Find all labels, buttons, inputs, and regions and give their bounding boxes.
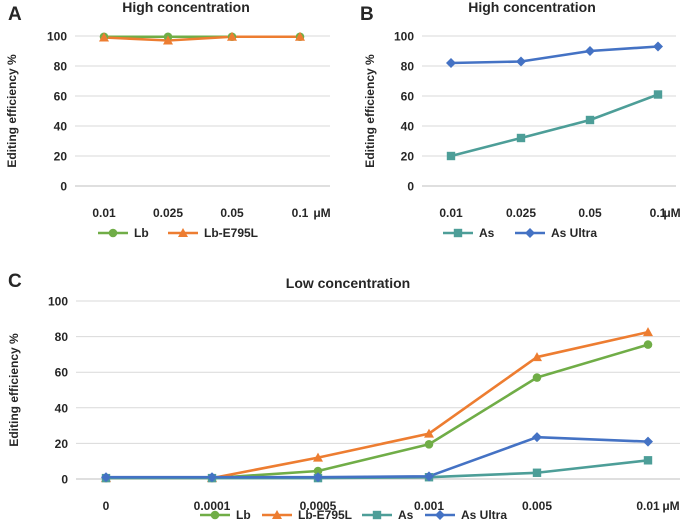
y-tick-label: 60: [401, 90, 415, 104]
y-tick-label: 80: [54, 60, 68, 74]
panel-letter: C: [8, 271, 22, 292]
panel-letter: A: [8, 4, 22, 25]
series-line-as-ultra: [450, 45, 659, 65]
x-tick-label: 0.01: [439, 206, 463, 220]
data-point: [643, 436, 653, 447]
panel-letter: B: [360, 4, 374, 25]
x-tick-label: 0: [103, 499, 110, 513]
y-tick-label: 0: [60, 180, 67, 194]
x-tick-label: 0.01: [636, 499, 660, 513]
x-tick-label: 0.1: [650, 206, 667, 220]
legend-marker: [272, 510, 282, 519]
legend-label: As: [479, 226, 495, 240]
y-tick-label: 0: [407, 180, 414, 194]
legend-label: As: [398, 508, 414, 522]
x-unit-label: μM: [662, 499, 679, 513]
data-point: [653, 41, 663, 52]
y-tick-label: 80: [55, 330, 69, 344]
data-point: [516, 56, 526, 67]
data-point: [585, 115, 595, 125]
x-tick-label: 0.05: [578, 206, 602, 220]
data-point: [643, 456, 653, 465]
data-point: [163, 35, 173, 45]
x-tick-label: 0.025: [153, 206, 183, 220]
data-point: [532, 432, 542, 443]
x-tick-label: 0.005: [522, 499, 552, 513]
y-tick-label: 0: [61, 473, 68, 487]
y-tick-label: 40: [54, 120, 68, 134]
data-point: [101, 472, 111, 483]
data-point: [424, 428, 434, 438]
legend-label: As Ultra: [551, 226, 597, 240]
y-tick-label: 60: [55, 366, 69, 380]
legend-label: Lb: [134, 226, 149, 240]
x-tick-label: 0.025: [506, 206, 536, 220]
legend-label: As Ultra: [461, 508, 507, 522]
series-line-as-ultra: [106, 435, 649, 479]
data-point: [532, 468, 542, 477]
data-point: [532, 373, 542, 382]
data-point: [99, 32, 109, 42]
y-axis-label: Editing efficiency %: [7, 333, 21, 447]
data-point: [446, 151, 456, 161]
data-point: [643, 327, 653, 337]
data-point: [227, 31, 237, 41]
x-tick-label: 0.01: [92, 206, 116, 220]
panel-a: A High concentration 0 20 40 60 80 100 0.01 0.025…: [5, 0, 331, 240]
legend-marker: [178, 228, 188, 237]
y-tick-label: 80: [401, 60, 415, 74]
data-point: [516, 133, 526, 143]
panel-b: B High concentration 0 20 40 60 80 100 0.01 0.025…: [360, 0, 681, 240]
y-axis-label: Editing efficiency %: [363, 54, 377, 168]
legend-marker: [525, 228, 535, 238]
chart-title: Low concentration: [286, 275, 410, 291]
legend-marker: [108, 228, 118, 238]
y-tick-label: 20: [401, 150, 415, 164]
data-point: [532, 352, 542, 362]
data-point: [446, 58, 456, 68]
data-point: [313, 472, 323, 483]
legend-marker: [372, 510, 382, 520]
x-tick-label: 0.1: [292, 206, 309, 220]
panel-c: C Low concentration 0 20 40 60 80 100 0 0.0001 0.0…: [7, 271, 680, 522]
y-tick-label: 100: [48, 295, 68, 309]
data-point: [424, 439, 434, 449]
data-point: [643, 340, 653, 349]
y-tick-label: 100: [47, 30, 67, 44]
x-tick-label: 0.0005: [300, 499, 337, 513]
legend-label: Lb-E795L: [204, 226, 258, 240]
legend-marker: [210, 510, 220, 520]
y-tick-label: 100: [394, 30, 414, 44]
series-line-lb: [106, 343, 649, 480]
legend-marker: [435, 510, 445, 520]
x-tick-label: 0.0001: [194, 499, 231, 513]
y-tick-label: 60: [54, 90, 68, 104]
data-point: [313, 452, 323, 462]
y-tick-label: 20: [54, 150, 68, 164]
data-point: [653, 90, 663, 99]
data-point: [295, 31, 305, 41]
data-point: [313, 466, 323, 476]
x-tick-label: 0.05: [220, 206, 244, 220]
legend-marker: [453, 228, 463, 238]
data-point: [207, 472, 217, 483]
data-point: [585, 46, 595, 56]
y-tick-label: 40: [55, 401, 69, 415]
series-line-lb-e795l: [103, 35, 300, 42]
chart-title: High concentration: [122, 0, 250, 15]
x-unit-label: μM: [313, 206, 330, 220]
y-tick-label: 20: [55, 437, 69, 451]
series-line-as: [450, 93, 659, 158]
data-point: [424, 471, 434, 482]
x-tick-label: 0.001: [414, 499, 444, 513]
legend-label: Lb: [236, 508, 251, 522]
y-tick-label: 40: [401, 120, 415, 134]
chart-title: High concentration: [468, 0, 596, 15]
y-axis-label: Editing efficiency %: [5, 54, 19, 168]
series-line-as: [106, 459, 649, 480]
legend-label: Lb-E795L: [298, 508, 352, 522]
x-unit-label: μM: [663, 206, 680, 220]
